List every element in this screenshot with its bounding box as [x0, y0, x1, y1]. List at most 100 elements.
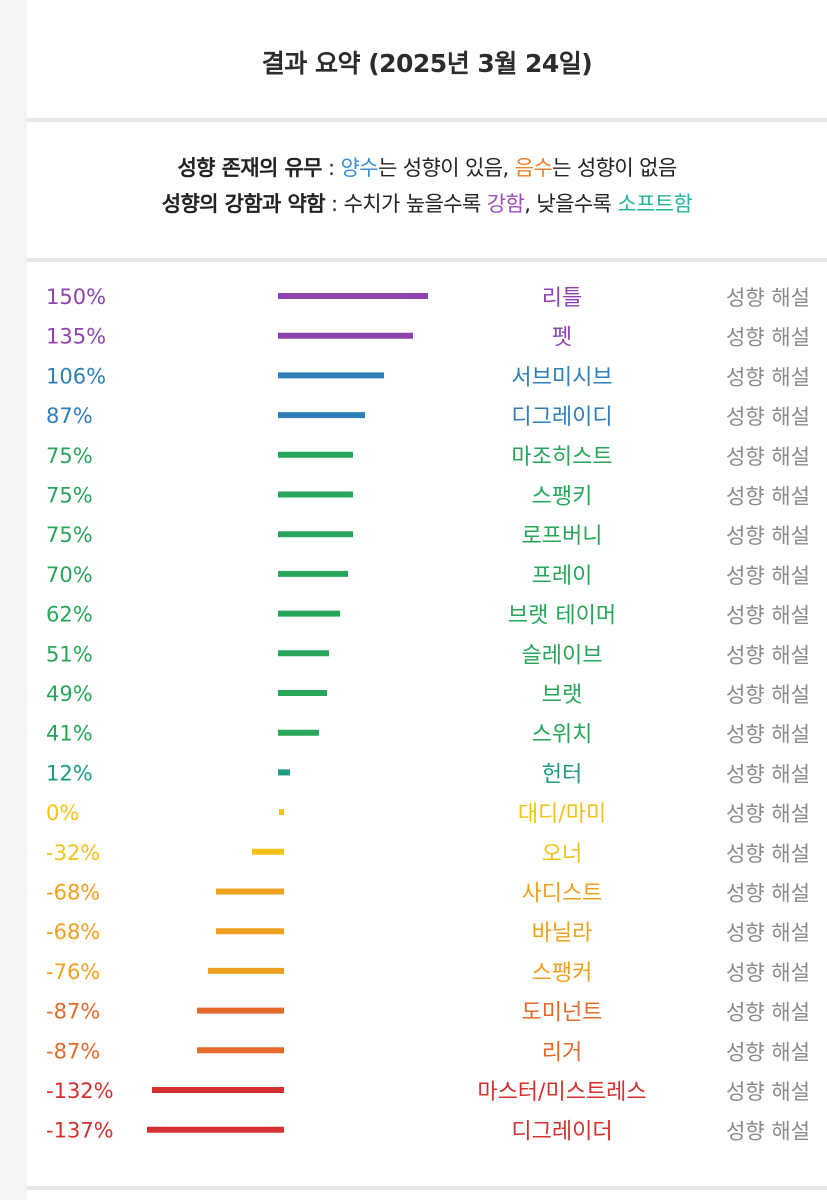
value-label: -68%: [46, 920, 100, 944]
value-label: -76%: [46, 960, 100, 984]
value-label: 0%: [46, 801, 79, 825]
chart-row: -32% 오너 성향 해설: [46, 841, 810, 867]
explanation-link[interactable]: 성향 해설: [726, 683, 810, 707]
legend-negative-word: 음수: [514, 156, 553, 180]
category-label: 오너: [542, 842, 582, 867]
value-label: 49%: [46, 682, 93, 706]
value-label: 106%: [46, 364, 106, 388]
value-label: -87%: [46, 1039, 100, 1063]
chart-row: 87% 디그레이디 성향 해설: [46, 404, 810, 430]
explanation-link[interactable]: 성향 해설: [726, 564, 810, 588]
category-label: 마조히스트: [511, 445, 612, 470]
chart-row: 51% 슬레이브 성향 해설: [46, 642, 810, 668]
chart-row: -87% 리거 성향 해설: [46, 1039, 810, 1065]
chart-row: -76% 스팽커 성향 해설: [46, 960, 810, 986]
value-label: 51%: [46, 642, 93, 666]
explanation-link[interactable]: 성향 해설: [726, 643, 810, 667]
category-label: 도미넌트: [522, 1001, 603, 1026]
explanation-link[interactable]: 성향 해설: [726, 762, 810, 786]
category-label: 스위치: [532, 723, 593, 748]
chart-row: -68% 사디스트 성향 해설: [46, 881, 810, 907]
legend-separator: :: [321, 156, 341, 180]
legend-negative-text: 는 성향이 없음: [552, 156, 677, 180]
explanation-link[interactable]: 성향 해설: [726, 365, 810, 389]
chart-row: 62% 브랫 테이머 성향 해설: [46, 603, 810, 629]
explanation-link[interactable]: 성향 해설: [726, 802, 810, 826]
chart-row: 150% 리틀 성향 해설: [46, 285, 810, 311]
category-label: 마스터/미스트레스: [477, 1080, 646, 1105]
chart-row: 12% 헌터 성향 해설: [46, 761, 810, 787]
legend-heading-strength: 성향의 강함과 약함: [161, 192, 326, 216]
value-label: -87%: [46, 1000, 100, 1024]
value-label: -132%: [46, 1079, 114, 1103]
legend-heading-existence: 성향 존재의 유무: [177, 156, 322, 180]
value-label: 75%: [46, 484, 93, 508]
value-label: -32%: [46, 841, 100, 865]
bar: [279, 809, 284, 816]
divider-top: [27, 118, 827, 122]
chart-row: 75% 스팽키 성향 해설: [46, 484, 810, 510]
value-label: 41%: [46, 722, 93, 746]
legend-line-2: 성향의 강함과 약함 : 수치가 높을수록 강함, 낮을수록 소프트함: [27, 188, 827, 218]
legend-separator: :: [324, 192, 344, 216]
explanation-link[interactable]: 성향 해설: [726, 286, 810, 310]
category-label: 대디/마미: [518, 802, 606, 827]
explanation-link[interactable]: 성향 해설: [726, 921, 810, 945]
explanation-link[interactable]: 성향 해설: [726, 842, 810, 866]
explanation-link[interactable]: 성향 해설: [726, 405, 810, 429]
category-label: 디그레이디: [511, 405, 612, 430]
explanation-link[interactable]: 성향 해설: [726, 1080, 810, 1104]
legend-text-high: 수치가 높을수록: [343, 192, 487, 216]
value-label: -68%: [46, 881, 100, 905]
value-label: 150%: [46, 285, 106, 309]
chart-row: -87% 도미넌트 성향 해설: [46, 1000, 810, 1026]
category-label: 스팽키: [532, 485, 593, 510]
chart-row: -68% 바닐라 성향 해설: [46, 920, 810, 946]
category-label: 사디스트: [522, 882, 603, 907]
explanation-link[interactable]: 성향 해설: [726, 961, 810, 985]
chart-row: 106% 서브미시브 성향 해설: [46, 364, 810, 390]
chart-row: 70% 프레이 성향 해설: [46, 563, 810, 589]
category-label: 디그레이더: [511, 1120, 612, 1145]
explanation-link[interactable]: 성향 해설: [726, 1040, 810, 1064]
value-label: 75%: [46, 523, 93, 547]
chart-row: 75% 로프버니 성향 해설: [46, 523, 810, 549]
category-label: 브랫: [542, 683, 582, 708]
category-label: 프레이: [532, 564, 593, 589]
chart-row: 135% 펫 성향 해설: [46, 325, 810, 351]
legend-soft-word: 소프트함: [617, 192, 693, 216]
category-label: 펫: [552, 326, 572, 351]
category-label: 서브미시브: [511, 365, 612, 390]
chart-row: 49% 브랫 성향 해설: [46, 682, 810, 708]
explanation-link[interactable]: 성향 해설: [726, 1001, 810, 1025]
category-label: 리틀: [542, 286, 582, 311]
left-margin: [0, 0, 27, 1200]
legend-positive-text: 는 성향이 있음,: [378, 156, 515, 180]
legend-positive-word: 양수: [340, 156, 379, 180]
explanation-link[interactable]: 성향 해설: [726, 445, 810, 469]
explanation-link[interactable]: 성향 해설: [726, 326, 810, 350]
category-label: 리거: [542, 1040, 582, 1065]
explanation-link[interactable]: 성향 해설: [726, 485, 810, 509]
category-label: 스팽커: [532, 961, 593, 986]
explanation-link[interactable]: 성향 해설: [726, 604, 810, 628]
explanation-link[interactable]: 성향 해설: [726, 1120, 810, 1144]
category-label: 슬레이브: [522, 643, 603, 668]
explanation-link[interactable]: 성향 해설: [726, 882, 810, 906]
chart-row: -132% 마스터/미스트레스 성향 해설: [46, 1079, 810, 1105]
legend-strong-word: 강함: [486, 192, 525, 216]
chart-row: 41% 스위치 성향 해설: [46, 722, 810, 748]
category-label: 로프버니: [522, 524, 603, 549]
chart-row: 75% 마조히스트 성향 해설: [46, 444, 810, 470]
legend-line-1: 성향 존재의 유무 : 양수는 성향이 있음, 음수는 성향이 없음: [27, 152, 827, 182]
divider-middle: [27, 258, 827, 262]
explanation-link[interactable]: 성향 해설: [726, 723, 810, 747]
value-label: 135%: [46, 325, 106, 349]
value-label: 62%: [46, 603, 93, 627]
divider-bottom: [27, 1186, 827, 1190]
value-label: 12%: [46, 761, 93, 785]
page-title: 결과 요약 (2025년 3월 24일): [261, 49, 593, 78]
category-label: 브랫 테이머: [508, 604, 616, 629]
explanation-link[interactable]: 성향 해설: [726, 524, 810, 548]
category-label: 헌터: [542, 762, 582, 787]
